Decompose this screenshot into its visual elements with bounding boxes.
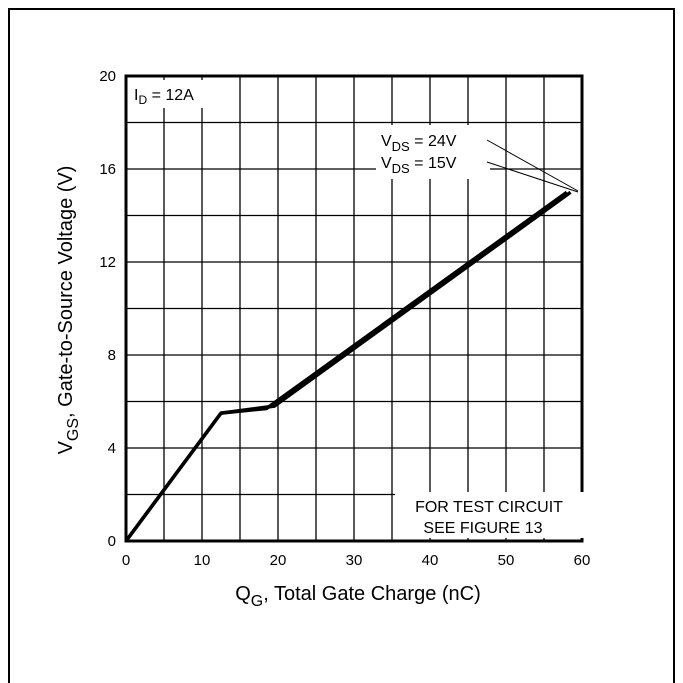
y-tick-label: 12 xyxy=(99,254,116,271)
test-note-background xyxy=(395,492,585,538)
y-tick-labels: 0 4 8 12 16 20 xyxy=(99,68,116,550)
x-tick-label: 0 xyxy=(122,552,130,569)
x-tick-label: 60 xyxy=(574,552,591,569)
vds-15v-label: VDS = 15V xyxy=(381,155,457,176)
vds-15v-leader xyxy=(486,161,579,193)
vds-label-background xyxy=(376,125,490,179)
id-label-background xyxy=(130,80,220,108)
series-line-1 xyxy=(124,190,572,543)
vds-24v-leader xyxy=(486,139,579,192)
test-note-line1: FOR TEST CIRCUIT xyxy=(415,499,563,516)
figure-frame xyxy=(8,8,675,683)
vds-24v-label: VDS = 24V xyxy=(381,133,457,154)
y-tick-label: 4 xyxy=(108,440,116,457)
series-line-2 xyxy=(124,190,568,543)
test-note-line2: SEE FIGURE 13 xyxy=(423,520,542,537)
y-tick-label: 20 xyxy=(99,68,116,85)
x-axis-label: QG, Total Gate Charge (nC) xyxy=(235,583,481,610)
x-tick-labels: 0 10 20 30 40 50 60 xyxy=(122,552,591,569)
plot-border xyxy=(124,74,584,543)
y-tick-label: 8 xyxy=(108,347,116,364)
x-tick-label: 20 xyxy=(270,552,287,569)
x-tick-label: 40 xyxy=(422,552,439,569)
id-label: ID = 12A xyxy=(134,87,194,107)
grid xyxy=(126,76,582,541)
x-tick-label: 10 xyxy=(194,552,211,569)
y-tick-label: 16 xyxy=(99,161,116,178)
y-tick-label: 0 xyxy=(108,533,116,550)
x-tick-label: 30 xyxy=(346,552,363,569)
y-axis-label: VGS, Gate-to-Source Voltage (V) xyxy=(55,166,82,455)
curves xyxy=(124,190,572,543)
x-tick-label: 50 xyxy=(498,552,515,569)
